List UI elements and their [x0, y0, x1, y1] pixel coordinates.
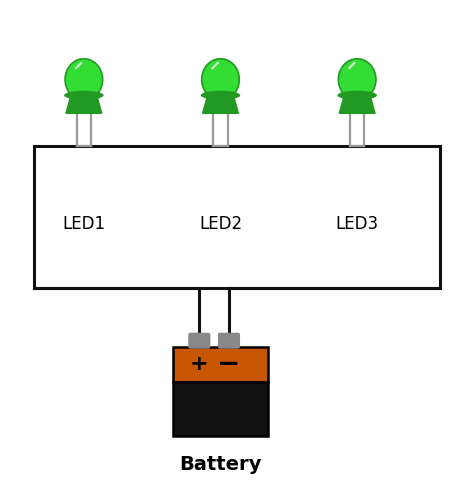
Ellipse shape [202, 59, 239, 100]
Text: LED1: LED1 [62, 215, 105, 233]
Text: +: + [190, 354, 209, 374]
Polygon shape [202, 96, 238, 114]
Bar [35, 146, 439, 288]
Text: −: − [218, 350, 241, 378]
Text: Battery: Battery [179, 455, 262, 474]
Ellipse shape [201, 90, 240, 100]
Ellipse shape [338, 59, 376, 100]
Text: LED2: LED2 [199, 215, 242, 233]
Polygon shape [339, 96, 375, 114]
Polygon shape [66, 96, 102, 114]
Ellipse shape [65, 59, 103, 100]
Text: LED3: LED3 [336, 215, 379, 233]
FancyBboxPatch shape [189, 334, 210, 348]
Bar [173, 382, 268, 436]
Bar [173, 346, 268, 382]
Ellipse shape [337, 90, 377, 100]
FancyBboxPatch shape [219, 334, 239, 348]
Ellipse shape [64, 90, 104, 100]
